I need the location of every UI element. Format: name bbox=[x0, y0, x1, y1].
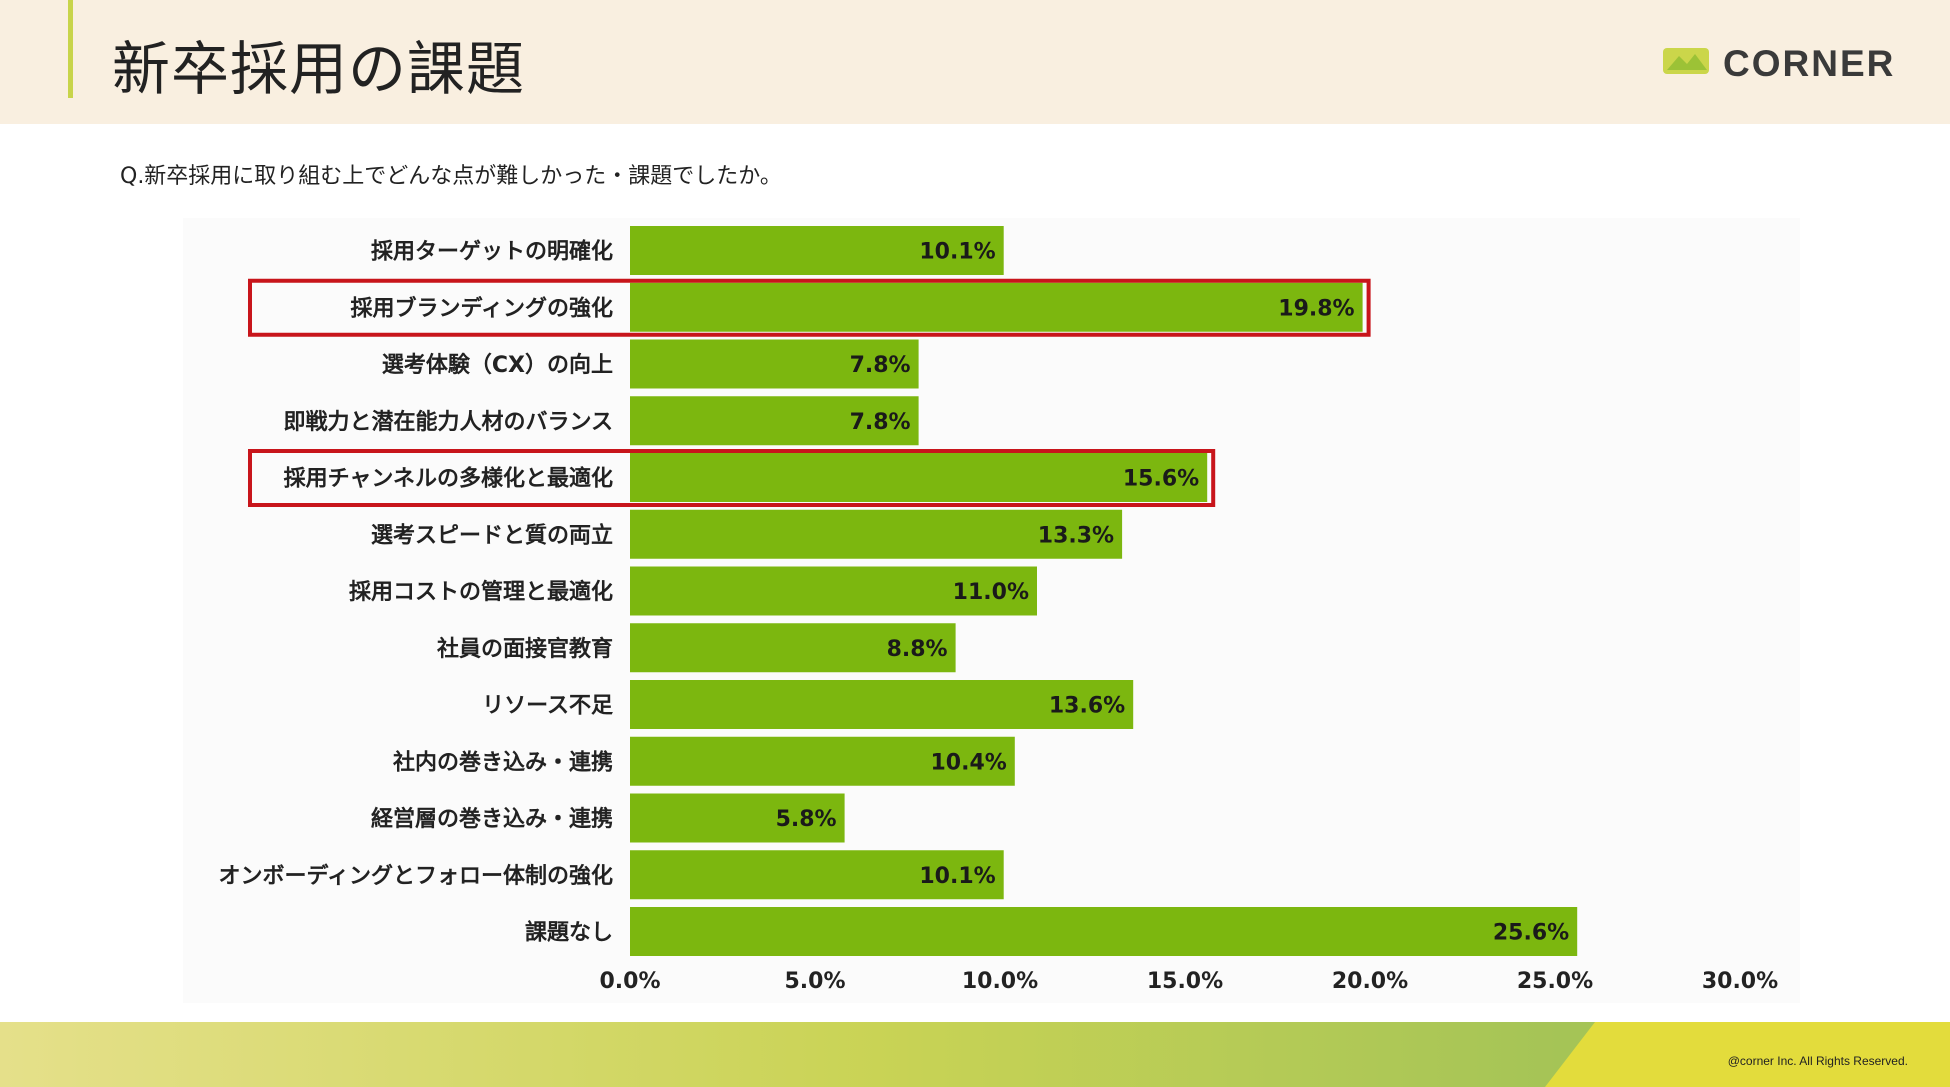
footer-band: @corner Inc. All Rights Reserved. bbox=[0, 1022, 1950, 1087]
bar-4 bbox=[630, 453, 1208, 502]
header-bar: 新卒採用の課題 CORNER bbox=[0, 0, 1950, 124]
x-tick-label: 10.0% bbox=[962, 969, 1038, 994]
x-tick-label: 30.0% bbox=[1702, 969, 1778, 994]
bar-8 bbox=[630, 680, 1134, 729]
bar-10 bbox=[630, 793, 845, 843]
bar-6 bbox=[630, 566, 1037, 616]
survey-question: Q.新卒採用に取り組む上でどんな点が難しかった・課題でしたか。 bbox=[120, 164, 782, 189]
x-tick-label: 0.0% bbox=[599, 969, 660, 994]
highlight-box bbox=[248, 449, 1216, 507]
category-label: 採用チャンネルの多様化と最適化 bbox=[284, 466, 613, 492]
category-label: 選考スピードと質の両立 bbox=[371, 522, 613, 548]
page-title: 新卒採用の課題 bbox=[112, 35, 526, 103]
title-accent-bar bbox=[68, 0, 73, 98]
category-label: 採用ターゲットの明確化 bbox=[371, 239, 613, 265]
value-label: 5.8% bbox=[776, 807, 837, 832]
logo-text: CORNER bbox=[1723, 43, 1896, 84]
category-label: 社員の面接官教育 bbox=[437, 636, 613, 662]
value-label: 19.8% bbox=[1278, 296, 1354, 321]
value-label: 7.8% bbox=[850, 410, 911, 435]
bar-11 bbox=[630, 850, 1004, 900]
copyright-text: @corner Inc. All Rights Reserved. bbox=[1727, 1054, 1908, 1068]
x-tick-label: 20.0% bbox=[1332, 969, 1408, 994]
category-label: 選考体験（CX）の向上 bbox=[382, 352, 613, 378]
footer-accent bbox=[1545, 1022, 1950, 1087]
value-label: 15.6% bbox=[1123, 467, 1199, 492]
value-label: 10.1% bbox=[919, 864, 995, 889]
bar-0 bbox=[630, 226, 1004, 275]
bar-1 bbox=[630, 282, 1363, 332]
bar-7 bbox=[630, 623, 956, 673]
bar-12 bbox=[630, 907, 1578, 956]
category-label: 採用コストの管理と最適化 bbox=[349, 579, 613, 605]
bar-3 bbox=[630, 396, 919, 446]
value-label: 7.8% bbox=[850, 353, 911, 378]
x-tick-label: 5.0% bbox=[784, 969, 845, 994]
value-label: 13.3% bbox=[1038, 523, 1114, 548]
value-label: 10.1% bbox=[919, 240, 995, 265]
value-label: 10.4% bbox=[930, 750, 1006, 775]
category-label: オンボーディングとフォロー体制の強化 bbox=[219, 863, 613, 889]
bar-5 bbox=[630, 509, 1123, 559]
bar-9 bbox=[630, 736, 1015, 786]
highlight-box bbox=[248, 278, 1371, 337]
bar-chart: 採用ターゲットの明確化 10.1% 採用ブランディングの強化 19.8% 選考体験（CX… bbox=[219, 226, 1778, 994]
category-label: 採用ブランディングの強化 bbox=[351, 295, 613, 321]
category-label: 課題なし bbox=[525, 920, 613, 946]
value-label: 25.6% bbox=[1493, 921, 1569, 946]
x-tick-label: 25.0% bbox=[1517, 969, 1593, 994]
corner-logo-icon bbox=[1663, 48, 1709, 74]
value-label: 13.6% bbox=[1049, 694, 1125, 719]
category-label: 社内の巻き込み・連携 bbox=[393, 749, 613, 775]
category-label: リソース不足 bbox=[482, 694, 613, 719]
value-label: 8.8% bbox=[887, 637, 948, 662]
category-label: 即戦力と潜在能力人材のバランス bbox=[283, 409, 613, 435]
value-label: 11.0% bbox=[953, 580, 1029, 605]
bar-2 bbox=[630, 339, 919, 389]
x-tick-label: 15.0% bbox=[1147, 969, 1223, 994]
category-label: 経営層の巻き込み・連携 bbox=[371, 806, 613, 832]
